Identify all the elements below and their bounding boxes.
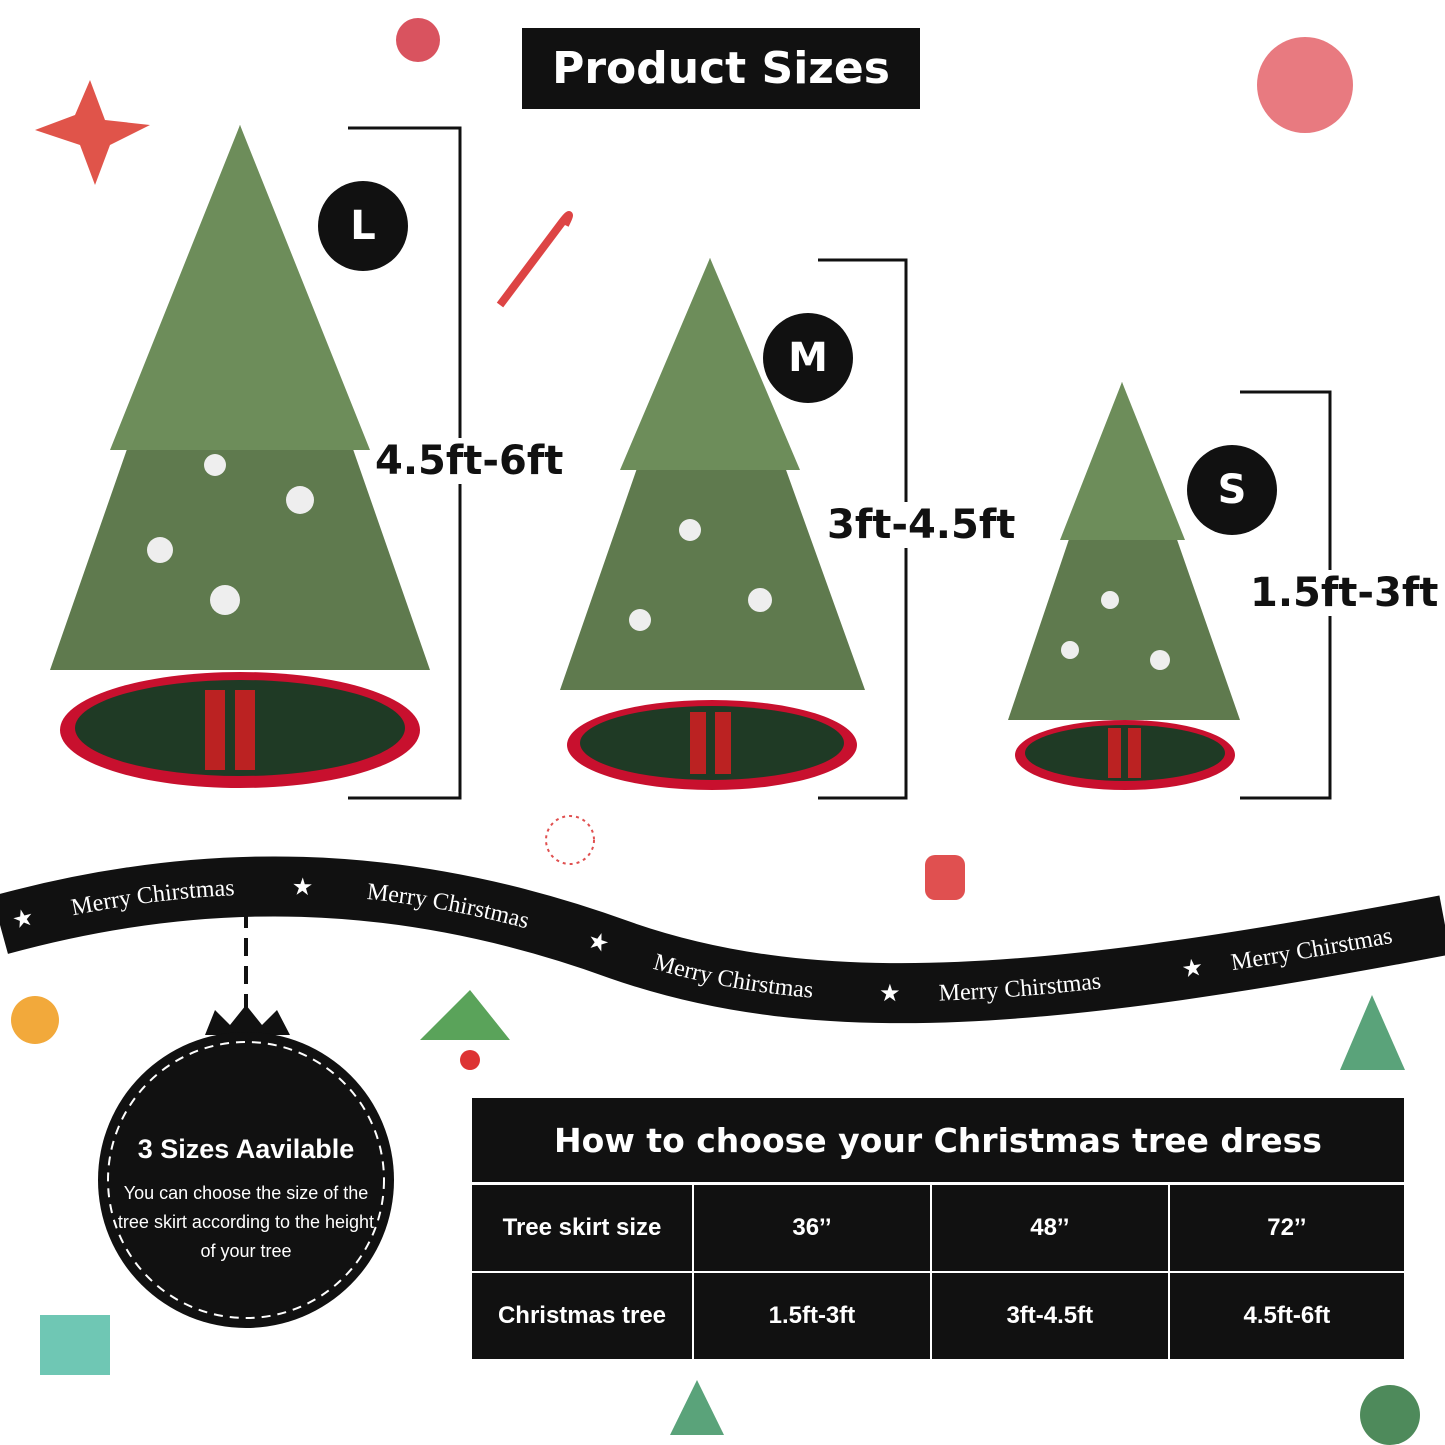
- ribbon-banner: [0, 856, 1445, 1024]
- pine-topper-icon: [205, 1005, 290, 1035]
- size-badge-l: L: [318, 181, 408, 271]
- badge-description: You can choose the size of the tree skir…: [117, 1183, 375, 1261]
- ribbon-star: ★: [879, 981, 901, 1007]
- table-cell: 72’’: [1167, 1182, 1404, 1273]
- size-range-m: 3ft-4.5ft: [825, 502, 1018, 548]
- row-label: Christmas tree: [472, 1271, 694, 1359]
- ribbon-star: ★: [291, 875, 313, 902]
- table-cell: 3ft-4.5ft: [929, 1271, 1170, 1359]
- large-tree-image: [50, 125, 430, 788]
- sizes-badge-circle: [98, 1032, 394, 1328]
- badge-title: 3 Sizes Aavilable: [137, 1134, 355, 1164]
- size-badge-m: M: [763, 313, 853, 403]
- decorations: [11, 18, 1420, 1445]
- size-range-l: 4.5ft-6ft: [373, 438, 566, 484]
- size-guide-table: How to choose your Christmas tree dress …: [472, 1098, 1404, 1359]
- size-badge-s: S: [1187, 445, 1277, 535]
- sizes-available-badge: 3 Sizes Aavilable You can choose the siz…: [98, 1032, 394, 1328]
- row-label: Tree skirt size: [472, 1182, 694, 1273]
- medium-tree-image: [560, 258, 865, 790]
- small-tree-image: [1008, 382, 1240, 790]
- ribbon-star: ★: [1180, 955, 1205, 984]
- table-cell: 48’’: [929, 1182, 1170, 1273]
- size-range-s: 1.5ft-3ft: [1248, 570, 1441, 616]
- table-cell: 36’’: [692, 1182, 932, 1273]
- page-title: Product Sizes: [522, 28, 920, 109]
- table-header: How to choose your Christmas tree dress: [472, 1098, 1404, 1185]
- table-cell: 1.5ft-3ft: [692, 1271, 932, 1359]
- table-cell: 4.5ft-6ft: [1167, 1271, 1404, 1359]
- table-row: Christmas tree 1.5ft-3ft 3ft-4.5ft 4.5ft…: [472, 1271, 1404, 1359]
- table-row: Tree skirt size 36’’ 48’’ 72’’: [472, 1182, 1404, 1273]
